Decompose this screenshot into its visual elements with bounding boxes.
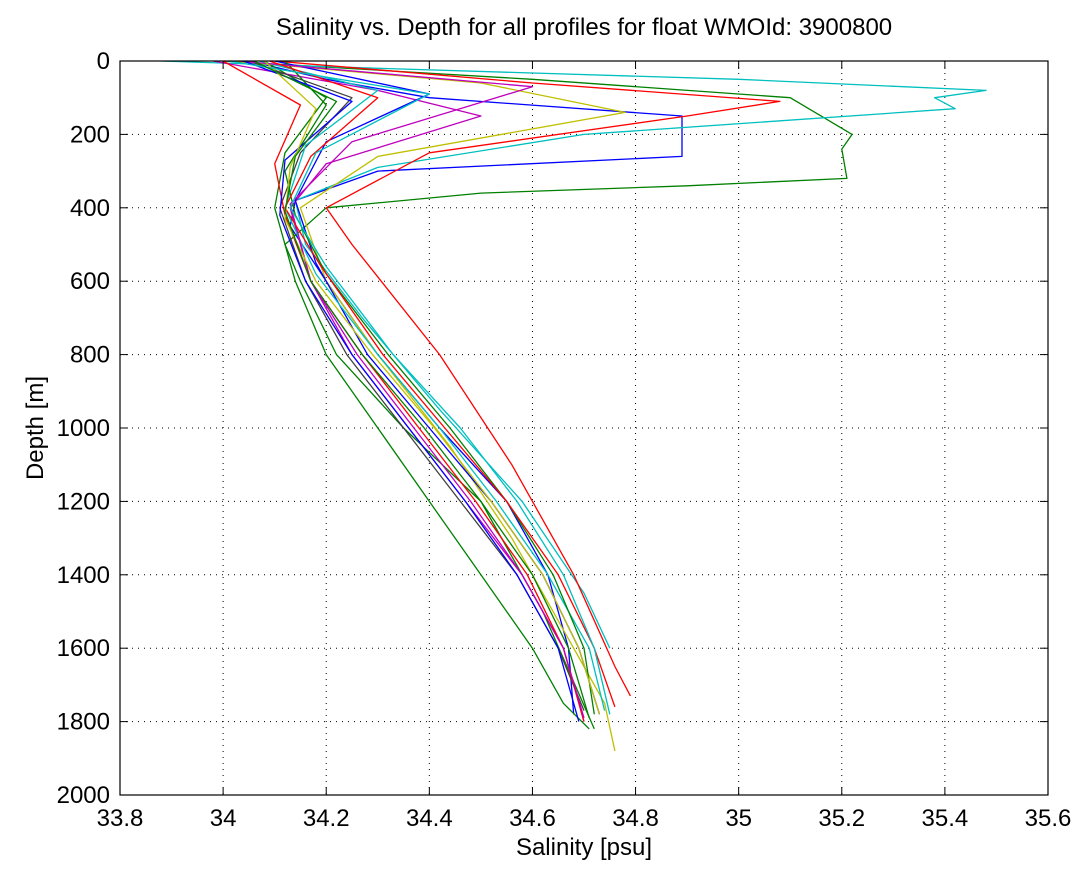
y-tick-label: 1400 [57, 562, 110, 589]
y-tick-label: 1600 [57, 635, 110, 662]
profile-line-9 [274, 61, 601, 715]
chart-title: Salinity vs. Depth for all profiles for … [275, 14, 893, 41]
x-tick-label: 35.4 [922, 805, 969, 832]
axis-ticks [119, 60, 1049, 796]
profile-line-7 [233, 61, 626, 752]
y-tick-label: 600 [70, 268, 110, 295]
profile-line-13 [238, 61, 585, 719]
x-tick-label: 34 [210, 805, 237, 832]
grid-lines [120, 61, 1048, 795]
y-tick-label: 1000 [57, 415, 110, 442]
y-tick-label: 1200 [57, 488, 110, 515]
y-tick-label: 800 [70, 342, 110, 369]
y-tick-labels: 0 200 400 600 800 1000 1200 1400 1600 1800 2000 [57, 48, 110, 809]
y-tick-label: 1800 [57, 709, 110, 736]
x-tick-label: 34.6 [509, 805, 556, 832]
y-axis-label: Depth [m] [22, 375, 49, 481]
profile-line-2 [223, 61, 853, 730]
x-tick-label: 35.2 [818, 805, 865, 832]
profile-line-5 [264, 61, 590, 730]
x-tick-labels: 33.8 34 34.2 34.4 34.6 34.8 35 35.2 35.4 35.6 [97, 805, 1072, 832]
x-axis-label: Salinity [psu] [515, 834, 653, 861]
axes-box [119, 60, 1049, 796]
y-tick-label: 200 [70, 121, 110, 148]
x-tick-label: 34.2 [303, 805, 350, 832]
x-tick-label: 34.4 [406, 805, 453, 832]
profile-line-11 [259, 61, 606, 711]
profile-line-14 [269, 61, 616, 708]
profile-line-8 [248, 61, 585, 711]
x-tick-label: 34.8 [612, 805, 659, 832]
x-tick-label: 33.8 [97, 805, 144, 832]
profile-line-16 [263, 61, 601, 715]
y-tick-label: 2000 [57, 782, 110, 809]
x-tick-label: 35.6 [1025, 805, 1072, 832]
profile-line-17 [228, 61, 611, 715]
profile-line-1 [248, 61, 683, 715]
data-series-group [161, 61, 987, 752]
y-tick-label: 400 [70, 195, 110, 222]
x-tick-label: 35 [725, 805, 752, 832]
profile-line-18 [253, 61, 590, 719]
profile-line-3 [161, 61, 987, 649]
y-tick-label: 0 [97, 48, 110, 75]
profile-line-4 [274, 61, 781, 697]
